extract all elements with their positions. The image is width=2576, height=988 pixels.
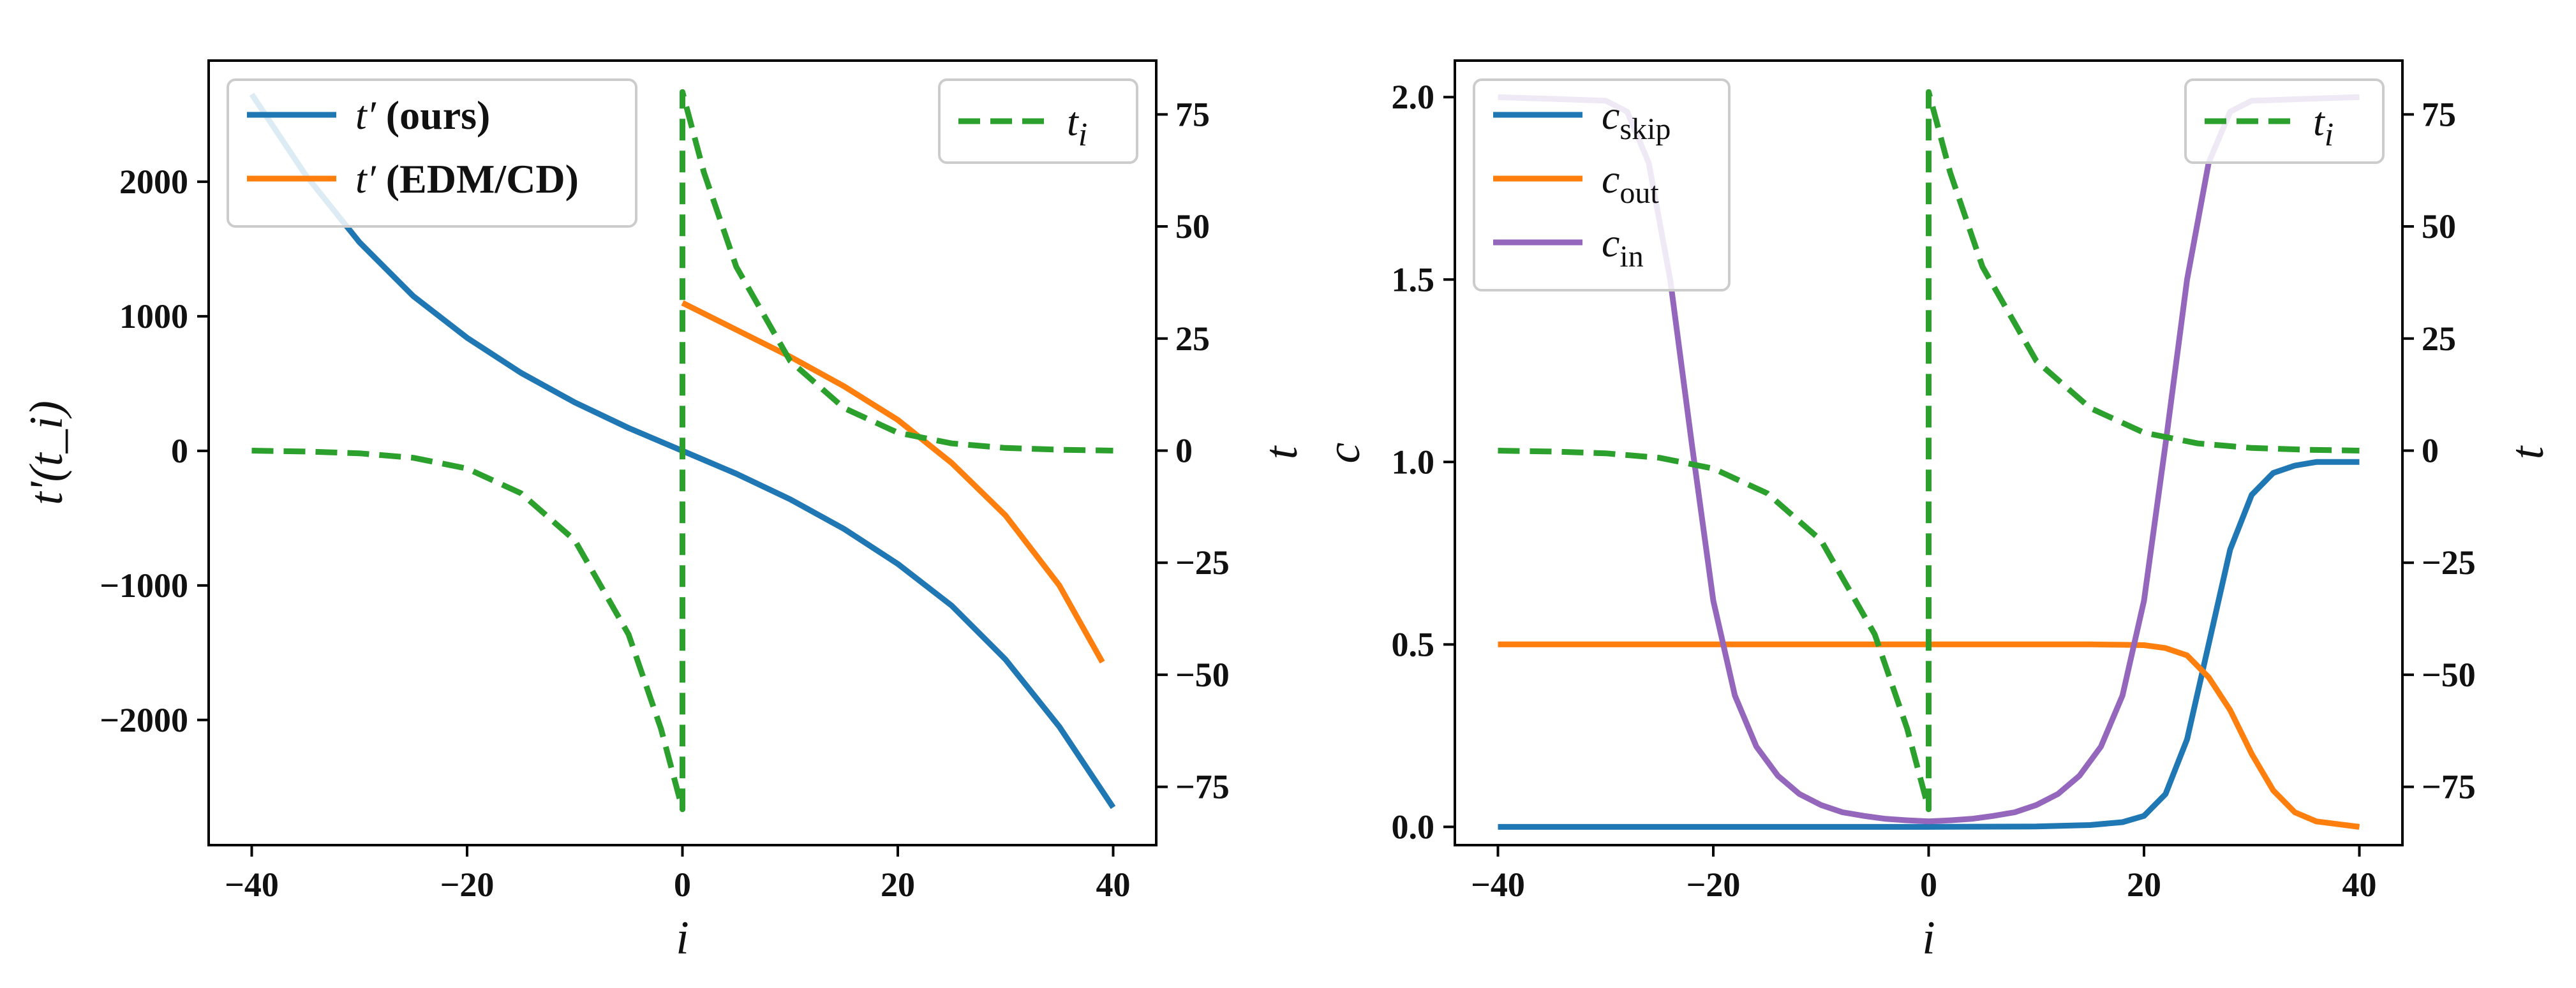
y-axis-label-right: t	[2501, 445, 2554, 459]
y-tick-label-right: 75	[2422, 95, 2456, 133]
left-plot-area	[249, 89, 1116, 813]
x-tick-label: 0	[1920, 866, 1937, 904]
legend-subscript: i	[1078, 117, 1087, 153]
x-tick-label: −20	[1686, 866, 1741, 904]
y-tick-label-left: 0.0	[1392, 807, 1435, 846]
x-tick-label: 20	[2127, 866, 2161, 904]
y-tick-label-right: 75	[1175, 95, 1210, 133]
series-line-c-out	[1498, 641, 2360, 830]
y-tick-label-right: −25	[2422, 543, 2476, 582]
x-tick-label: 20	[881, 866, 915, 904]
x-tick-label: −40	[1471, 866, 1525, 904]
legend-entry: cout	[1602, 156, 1659, 210]
legend-symbol: c	[1602, 92, 1619, 138]
y-tick-label-right: 25	[1175, 320, 1210, 358]
legend-symbol: c	[1602, 156, 1619, 202]
y-tick-label-left: −2000	[100, 701, 188, 739]
y-tick-label-right: 0	[2422, 431, 2439, 469]
y-tick-label-left: 0	[171, 432, 188, 470]
legend-symbol: c	[1602, 220, 1619, 265]
legend-symbol: t′	[355, 92, 376, 138]
series-line-t-i	[251, 89, 1113, 813]
y-axis-label-left: t'(t_i)	[20, 401, 73, 505]
legend-entry: ti	[2313, 99, 2334, 153]
legend-subscript: skip	[1619, 112, 1671, 146]
y-tick-label-left: 1.5	[1392, 260, 1435, 299]
series-line-c-in	[1498, 94, 2360, 825]
y-tick-label-right: 25	[2422, 320, 2456, 358]
y-tick-label-left: 2000	[119, 163, 188, 201]
x-tick-label: 0	[674, 866, 691, 904]
legend-entry: cin	[1602, 220, 1644, 274]
left-panel: −40 −20 0 20 40 −2000 −1000 0 1000 2000 −75 −50 −25 0…	[20, 59, 1307, 964]
y-tick-label-left: 2.0	[1392, 78, 1435, 116]
series-line-c-skip	[1498, 459, 2360, 830]
legend-text-rest: (EDM/CD)	[376, 156, 579, 202]
legend-entry: t′ (EDM/CD)	[355, 156, 579, 202]
legend-entry: cskip	[1602, 92, 1671, 146]
y-tick-label-left: −1000	[100, 566, 188, 605]
y-tick-label-right: −50	[1175, 656, 1230, 694]
y-tick-label-right: −75	[1175, 768, 1230, 806]
y-axis-label-right: t	[1255, 445, 1307, 459]
right-plot-area	[1498, 89, 2360, 830]
x-axis-label: i	[676, 912, 689, 964]
y-axis-label-left: c	[1318, 442, 1370, 463]
series-line-t-i	[1498, 89, 2360, 813]
legend-subscript: in	[1619, 240, 1643, 274]
right-panel: −40 −20 0 20 40 0.0 0.5 1.0 1.5 2.0 −75 −50 −25 0 25 50…	[1318, 59, 2554, 964]
legend-symbol: t	[2313, 99, 2326, 144]
legend-entry: ti	[1067, 99, 1087, 153]
y-tick-label-right: −25	[1175, 543, 1230, 582]
legend-symbol: t′	[355, 156, 376, 202]
y-tick-label-right: 50	[1175, 207, 1210, 246]
y-tick-label-right: 0	[1175, 431, 1193, 469]
legend-text-rest: (ours)	[376, 92, 491, 138]
legend-entry: t′ (ours)	[355, 92, 490, 138]
x-tick-label: −20	[440, 866, 495, 904]
y-tick-label-left: 0.5	[1392, 625, 1435, 663]
x-tick-label: 40	[2342, 866, 2377, 904]
right-legend-box	[1473, 78, 1731, 291]
x-tick-label: −40	[225, 866, 279, 904]
series-line-t-edm-cd-	[681, 300, 1105, 664]
legend-subscript: out	[1619, 176, 1659, 210]
legend-symbol: t	[1067, 99, 1080, 144]
x-tick-label: 40	[1096, 866, 1131, 904]
y-tick-label-left: 1.0	[1392, 443, 1435, 481]
y-tick-label-right: −50	[2422, 656, 2476, 694]
x-axis-label: i	[1922, 912, 1935, 964]
legend-subscript: i	[2325, 117, 2334, 153]
y-tick-label-left: 1000	[119, 297, 188, 335]
y-tick-label-right: 50	[2422, 207, 2456, 246]
y-tick-label-right: −75	[2422, 768, 2476, 806]
